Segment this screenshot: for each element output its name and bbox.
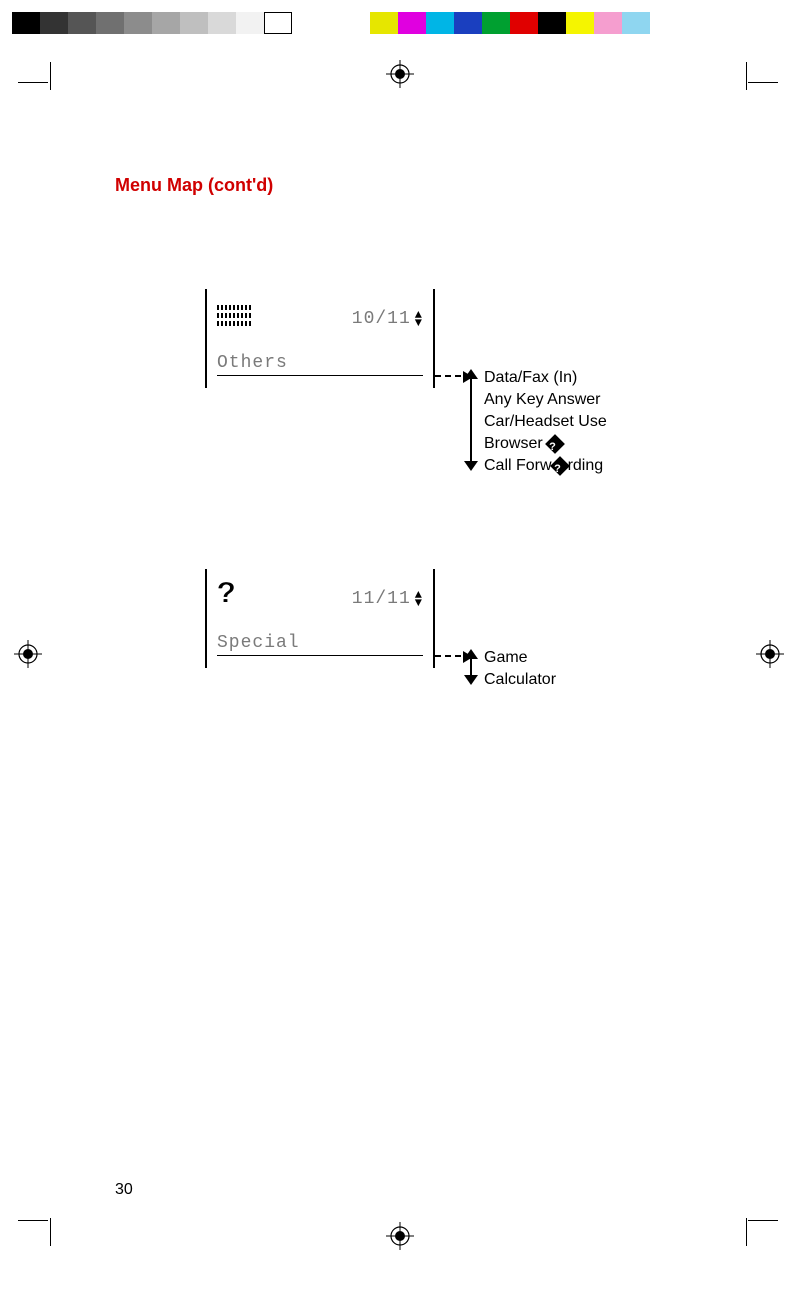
cropmark [18, 82, 48, 83]
cropmark [50, 62, 51, 90]
cropmark [748, 82, 778, 83]
diamond-marker-icon [545, 434, 565, 454]
color-colorbar [370, 12, 650, 34]
registration-mark-bottom [386, 1222, 414, 1250]
updown-arrows-icon: ▲▼ [415, 311, 423, 327]
page-number: 30 [115, 1181, 133, 1199]
submenu-item: Data/Fax (In) [484, 367, 607, 389]
grayscale-colorbar [12, 12, 292, 34]
submenu-item: Browser [484, 433, 607, 455]
submenu-item: Call Forwrding [484, 455, 607, 477]
submenu-item: Calculator [484, 669, 556, 691]
diamond-marker-icon [550, 456, 570, 476]
submenu-item: Game [484, 647, 556, 669]
menu-label: Special [217, 633, 423, 656]
registration-mark-right [756, 640, 784, 668]
submenu-list-others: Data/Fax (In)Any Key AnswerCar/Headset U… [484, 367, 607, 477]
registration-mark-top [386, 60, 414, 88]
registration-mark-left [14, 640, 42, 668]
page-title: Menu Map (cont'd) [115, 175, 273, 196]
cropmark [746, 62, 747, 90]
menu-screen-others: 10/11 ▲▼ Others [205, 295, 435, 382]
cropmark [18, 1220, 48, 1221]
submenu-list-special: GameCalculator [484, 647, 556, 691]
menu-screen-special: ? 11/11 ▲▼ Special [205, 575, 435, 662]
list-icon [217, 305, 257, 333]
question-icon: ? [217, 585, 257, 613]
menu-counter: 11/11 ▲▼ [352, 589, 423, 609]
cropmark [50, 1218, 51, 1246]
cropmark [746, 1218, 747, 1246]
submenu-item: Car/Headset Use [484, 411, 607, 433]
menu-counter: 10/11 ▲▼ [352, 309, 423, 329]
cropmark [748, 1220, 778, 1221]
submenu-item: Any Key Answer [484, 389, 607, 411]
page: Menu Map (cont'd) 10/11 ▲▼ Others Data/F… [0, 0, 791, 1291]
updown-arrows-icon: ▲▼ [415, 591, 423, 607]
menu-label: Others [217, 353, 423, 376]
